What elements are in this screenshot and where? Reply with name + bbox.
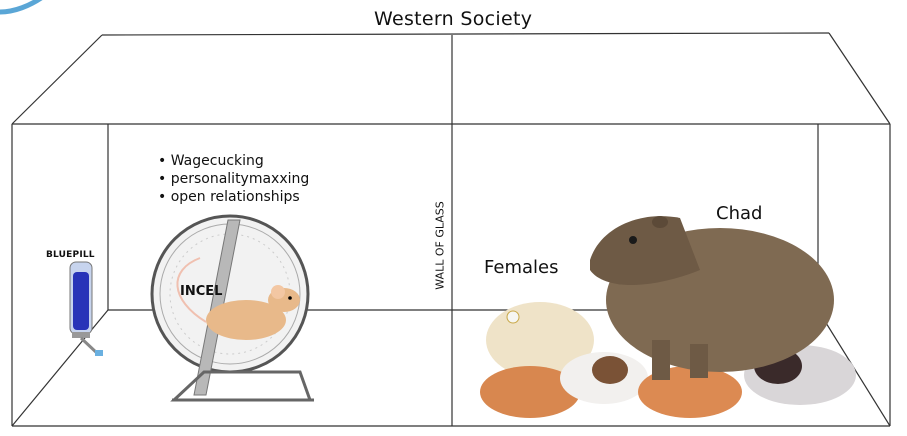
list-item: Wagecucking [158,152,309,170]
list-item: personalitymaxxing [158,170,310,188]
incel-label: INCEL [180,284,223,299]
wall-of-glass-label: WALL OF GLASS [433,201,447,290]
chad-label: Chad [716,203,763,224]
bluepill-label: BLUEPILL [46,250,95,260]
guinea-pig-group [480,302,856,418]
females-label: Females [484,257,559,278]
list-item: open relationships [158,188,309,206]
mouse [176,257,300,340]
corner-badge [0,0,43,15]
page-title: Western Society [374,8,533,30]
water-bottle [69,261,103,356]
capybara [590,216,834,380]
wheel-activity-list: Wagecucking personalitymaxxing open rela… [158,152,310,206]
